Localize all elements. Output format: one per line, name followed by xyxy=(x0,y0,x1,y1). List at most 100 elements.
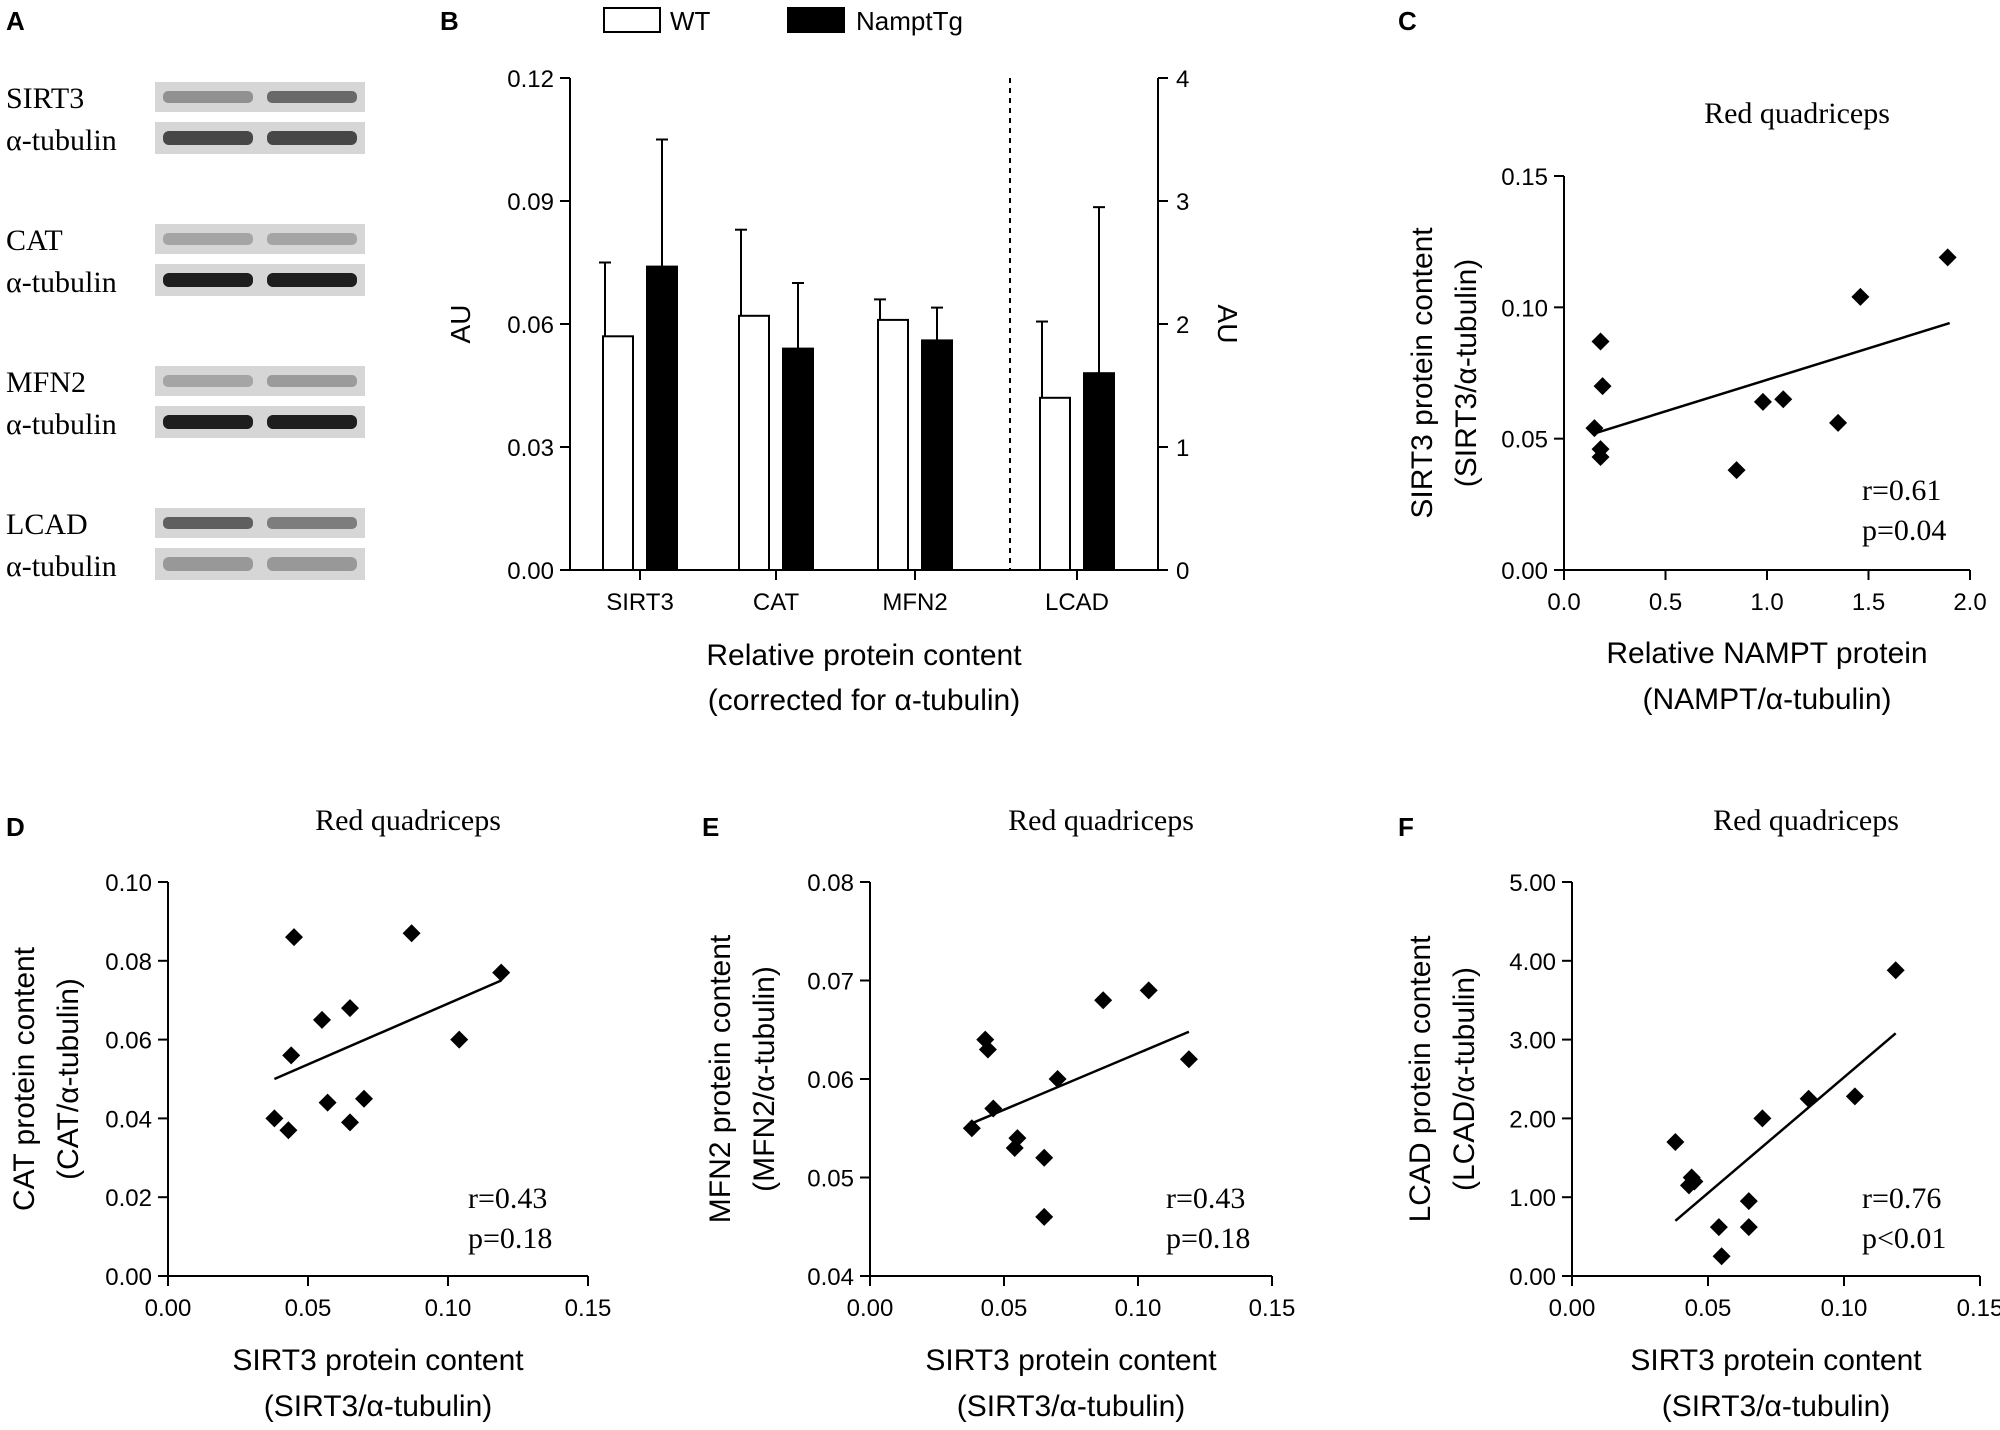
x-tick-label: 0.10 xyxy=(1115,1295,1162,1322)
data-point xyxy=(1753,1109,1772,1128)
y-tick-label: 0.10 xyxy=(1501,295,1548,322)
blot-protein-label: SIRT3 xyxy=(6,82,84,115)
x-axis-label-sub: (SIRT3/α-tubulin) xyxy=(1662,1390,1891,1423)
data-point xyxy=(1712,1247,1731,1266)
data-point xyxy=(962,1119,981,1138)
panel-letter-b: B xyxy=(440,6,459,36)
stat-r: r=0.61 xyxy=(1862,474,1941,507)
y-axis-label-sub: (CAT/α-tubulin) xyxy=(52,978,85,1180)
scatter-panel-d: Red quadriceps 0.00 0.05 0.10 0.15 0.00 0.02 0.… xyxy=(8,804,611,1423)
y-tick-label: 0.08 xyxy=(105,949,152,976)
stat-r: r=0.43 xyxy=(468,1182,547,1215)
y-tick-label: 0.15 xyxy=(1501,164,1548,191)
data-point xyxy=(1739,1218,1758,1237)
bar-wt-mfn2 xyxy=(877,318,909,571)
blot-band xyxy=(163,557,253,571)
chart-title: Red quadriceps xyxy=(1713,804,1899,837)
left-y-tick-label: 0.09 xyxy=(507,189,554,216)
blot-band xyxy=(267,375,357,387)
x-axis-label-sub: (corrected for α-tubulin) xyxy=(708,684,1020,717)
blot-band xyxy=(267,233,357,245)
data-point xyxy=(341,999,359,1018)
data-point xyxy=(279,1121,298,1140)
regression-line xyxy=(971,1030,1190,1125)
blot-band xyxy=(267,557,357,571)
chart-title: Red quadriceps xyxy=(315,804,501,837)
right-y-tick-label: 3 xyxy=(1176,189,1189,216)
bar-nampttg-mfn2 xyxy=(921,339,953,571)
left-y-axis-label: AU xyxy=(445,305,476,344)
left-y-tick-label: 0.06 xyxy=(507,312,554,339)
y-tick-label: 5.00 xyxy=(1509,870,1556,897)
data-point xyxy=(265,1109,284,1128)
data-point xyxy=(402,924,421,943)
data-point xyxy=(1591,332,1610,351)
right-y-tick-label: 2 xyxy=(1176,312,1189,339)
data-point xyxy=(1685,1172,1704,1191)
bar-nampttg-lcad xyxy=(1083,372,1115,572)
blot-protein-label: MFN2 xyxy=(6,366,86,399)
chart-title: Red quadriceps xyxy=(1704,97,1890,130)
x-tick-label: 0.05 xyxy=(981,1295,1028,1322)
blot-band xyxy=(163,375,253,387)
data-point xyxy=(1774,390,1793,409)
data-point xyxy=(984,1099,1003,1118)
data-point xyxy=(1035,1207,1054,1226)
regression-line xyxy=(1594,321,1951,435)
x-axis-label-sub: (SIRT3/α-tubulin) xyxy=(957,1390,1186,1423)
left-y-tick-label: 0.12 xyxy=(507,66,554,93)
right-y-axis-label: AU xyxy=(1212,305,1243,344)
scatter-panel-f: Red quadriceps 0.00 0.05 0.10 0.15 0.00 1.00 2.… xyxy=(1404,804,2000,1423)
chart-title: Red quadriceps xyxy=(1008,804,1194,837)
y-tick-label: 0.00 xyxy=(105,1264,152,1291)
left-y-tick-label: 0.00 xyxy=(507,558,554,585)
y-tick-label: 2.00 xyxy=(1509,1106,1556,1133)
y-tick-label: 0.05 xyxy=(1501,427,1548,454)
panel-letter-f: F xyxy=(1398,812,1414,842)
data-point xyxy=(285,928,303,947)
right-y-tick-label: 0 xyxy=(1176,558,1189,585)
blot-band xyxy=(267,415,357,429)
blot-band xyxy=(163,273,253,287)
y-tick-label: 0.06 xyxy=(807,1067,854,1094)
data-point xyxy=(1851,287,1870,306)
data-point xyxy=(282,1046,301,1065)
y-tick-label: 0.04 xyxy=(807,1264,854,1291)
y-tick-label: 0.06 xyxy=(105,1028,152,1055)
y-axis-label: MFN2 protein content xyxy=(704,934,737,1223)
y-tick-label: 0.10 xyxy=(105,870,152,897)
x-tick-label: 0.10 xyxy=(1821,1295,1868,1322)
data-point xyxy=(450,1030,469,1049)
data-point xyxy=(1739,1192,1758,1211)
x-tick-label: 0.05 xyxy=(285,1295,332,1322)
scatter-panel-c: Red quadriceps 0.0 0.5 1.0 1.5 2.0 0.00 0.05 0.1… xyxy=(1406,97,1987,716)
x-tick-label: 1.0 xyxy=(1750,589,1783,616)
bar-chart-panel: WT NamptTg 0.00 0.03 0.06 0.09 0.12 0 1 2 3 4 AU AU SI… xyxy=(445,6,1243,717)
bar-nampttg-cat xyxy=(782,347,814,571)
western-blot-panel: SIRT3 α-tubulin CAT α-tubulin MFN2 α-tubulin L… xyxy=(6,82,365,583)
blot-band xyxy=(163,131,253,145)
data-point xyxy=(318,1093,337,1112)
data-point xyxy=(1799,1089,1818,1108)
legend-swatch-nampttg xyxy=(787,7,845,33)
data-point xyxy=(1008,1129,1027,1148)
bar-wt-cat xyxy=(738,314,770,571)
stat-r: r=0.43 xyxy=(1166,1182,1245,1215)
data-point xyxy=(1829,413,1848,432)
y-axis-label-sub: (SIRT3/α-tubulin) xyxy=(1450,259,1483,488)
blot-band xyxy=(163,415,253,429)
data-point xyxy=(313,1010,331,1029)
stat-r: r=0.76 xyxy=(1862,1182,1941,1215)
y-axis-label: LCAD protein content xyxy=(1404,935,1437,1222)
data-point xyxy=(1938,248,1957,267)
x-axis-label: SIRT3 protein content xyxy=(925,1344,1217,1377)
x-tick-label: 0.00 xyxy=(145,1295,192,1322)
x-tick-label: SIRT3 xyxy=(606,589,674,616)
y-tick-label: 0.07 xyxy=(807,969,854,996)
data-point xyxy=(1179,1050,1198,1069)
bar-wt-lcad xyxy=(1039,396,1071,571)
x-tick-label: 0.5 xyxy=(1649,589,1682,616)
stat-p: p<0.01 xyxy=(1862,1222,1946,1255)
y-tick-label: 0.04 xyxy=(105,1106,152,1133)
data-point xyxy=(1753,392,1772,411)
